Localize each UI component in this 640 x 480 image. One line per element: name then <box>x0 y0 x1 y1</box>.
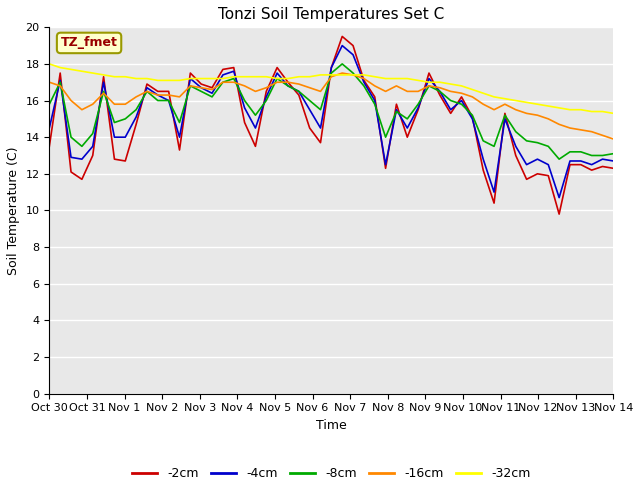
X-axis label: Time: Time <box>316 419 347 432</box>
Text: TZ_fmet: TZ_fmet <box>61 36 118 49</box>
Y-axis label: Soil Temperature (C): Soil Temperature (C) <box>7 146 20 275</box>
Title: Tonzi Soil Temperatures Set C: Tonzi Soil Temperatures Set C <box>218 7 445 22</box>
Legend: -2cm, -4cm, -8cm, -16cm, -32cm: -2cm, -4cm, -8cm, -16cm, -32cm <box>127 462 536 480</box>
